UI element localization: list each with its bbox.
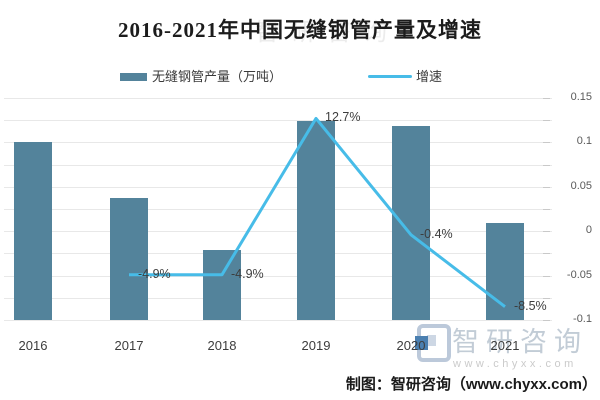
growth-data-label-2019: 12.7%	[325, 110, 361, 125]
growth-data-label-2017: -4.9%	[138, 266, 171, 281]
legend-line-swatch-icon	[368, 75, 412, 78]
gridline	[4, 142, 552, 144]
gridline	[4, 231, 552, 233]
legend-bar-swatch-icon	[120, 73, 147, 81]
background-watermark-text: 智研咨询	[255, 19, 399, 46]
gridline	[4, 297, 552, 299]
legend-line-label: 增速	[416, 69, 443, 84]
y-axis-tick	[543, 275, 550, 277]
production-bar-2016	[14, 142, 52, 320]
y-axis-tick	[543, 320, 550, 321]
production-bar-2019	[297, 121, 335, 320]
gridline	[4, 253, 552, 255]
gridline	[4, 320, 552, 321]
x-axis-label-2018: 2018	[207, 338, 237, 353]
chyxx-logo-square-icon	[415, 336, 428, 350]
gridline	[4, 120, 552, 122]
y-axis-tick	[543, 209, 550, 210]
gridline	[4, 164, 552, 166]
y-axis-tick	[543, 120, 550, 122]
y-axis-tick-label: 0.05	[570, 179, 592, 192]
y-axis-tick	[543, 186, 550, 188]
x-axis-label-2021: 2021	[490, 338, 520, 353]
growth-data-label-2021: -8.5%	[514, 298, 547, 313]
y-axis-tick	[543, 297, 550, 299]
legend-bar-label: 无缝钢管产量（万吨）	[152, 69, 283, 84]
y-axis-tick-label: 0.1	[576, 135, 592, 148]
x-axis-label-2017: 2017	[114, 338, 144, 353]
y-axis-tick	[543, 231, 550, 233]
growth-data-label-2020: -0.4%	[420, 226, 453, 241]
gridline	[4, 275, 552, 277]
y-axis-tick	[543, 253, 550, 255]
gridline	[4, 186, 552, 188]
y-axis-tick-label: -0.1	[573, 313, 592, 325]
y-axis-tick	[543, 164, 550, 166]
production-bar-2020	[392, 126, 430, 320]
production-bar-2017	[110, 198, 148, 320]
y-axis-tick-label: -0.05	[566, 268, 592, 281]
x-axis-label-2016: 2016	[18, 338, 48, 353]
watermark-url: www.chyxx.com	[453, 358, 577, 370]
gridline	[4, 98, 552, 99]
x-axis-label-2019: 2019	[301, 338, 331, 353]
y-axis-tick-label: 0.15	[570, 91, 592, 103]
y-axis-tick	[543, 142, 550, 144]
watermark-brand: 智研咨询	[452, 327, 588, 357]
chart-title: 2016-2021年中国无缝钢管产量及增速	[118, 18, 482, 42]
production-bar-2018	[203, 250, 241, 320]
x-axis-label-2020: 2020	[396, 338, 426, 353]
y-axis-tick-label: 0	[585, 224, 592, 237]
y-axis-tick	[543, 98, 550, 99]
gridline	[4, 209, 552, 210]
source-caption: 制图：智研咨询（www.chyxx.com）	[345, 376, 597, 393]
growth-data-label-2018: -4.9%	[231, 266, 264, 281]
